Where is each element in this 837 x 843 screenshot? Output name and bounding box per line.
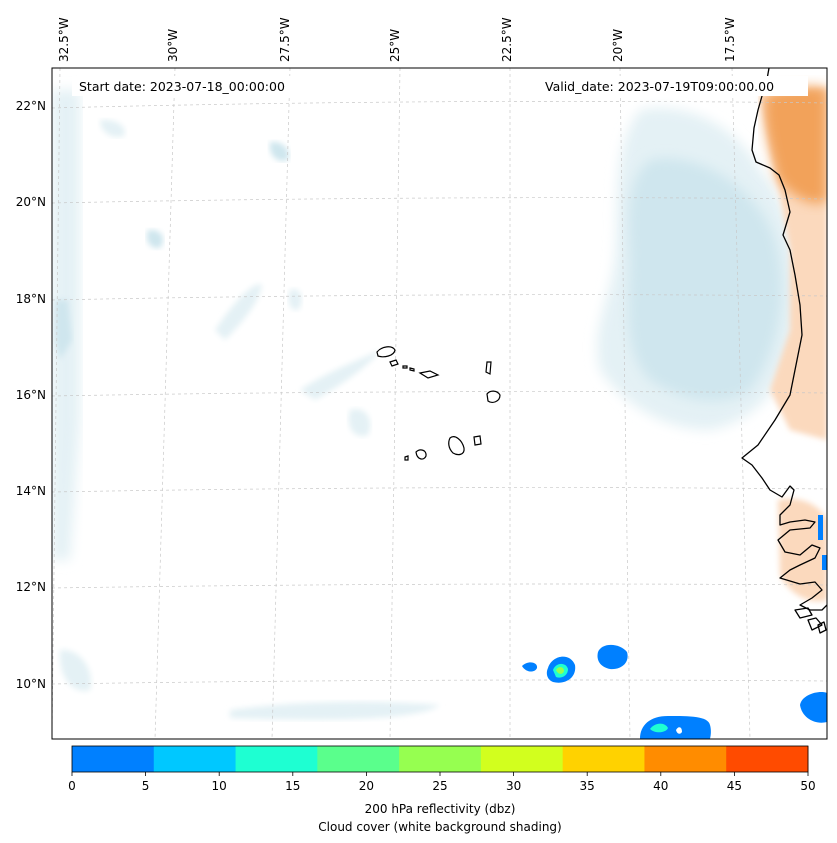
colorbar-swatch xyxy=(153,746,237,772)
colorbar-swatches xyxy=(72,746,809,772)
colorbar-tick-label: 50 xyxy=(800,779,815,793)
start-date-box xyxy=(72,76,317,96)
lon-label: 17.5°W xyxy=(723,17,737,62)
colorbar-sublabel: Cloud cover (white background shading) xyxy=(318,820,561,834)
island-fogo xyxy=(415,449,427,460)
graticule xyxy=(52,68,827,739)
land-tint-shading xyxy=(760,86,827,602)
colorbar-tick-label: 30 xyxy=(506,779,521,793)
island-santo-antao xyxy=(376,346,396,358)
colorbar-tick-label: 0 xyxy=(68,779,76,793)
coastline xyxy=(741,68,827,634)
island-santiago xyxy=(448,436,465,456)
valid-date-box xyxy=(538,76,808,96)
colorbar-swatch xyxy=(72,746,155,772)
lat-label: 20°N xyxy=(16,195,46,209)
lat-label: 18°N xyxy=(16,292,46,306)
lon-label: 30°W xyxy=(166,29,180,62)
colorbar-label: 200 hPa reflectivity (dbz) xyxy=(365,802,516,816)
map-frame xyxy=(51,67,828,740)
lat-label: 22°N xyxy=(16,99,46,113)
lon-label: 20°W xyxy=(611,29,625,62)
lon-label: 22.5°W xyxy=(500,17,514,62)
lat-label: 12°N xyxy=(16,580,46,594)
island-maio xyxy=(473,435,482,446)
island-boa-vista xyxy=(486,390,501,403)
start-date-label: Start date: 2023-07-18_00:00:00 xyxy=(79,79,285,94)
lon-label: 25°W xyxy=(388,29,402,62)
latitude-labels: 22°N 20°N 18°N 16°N 14°N 12°N 10°N xyxy=(16,99,46,691)
colorbar-tick-label: 20 xyxy=(359,779,374,793)
colorbar-tick-label: 15 xyxy=(285,779,300,793)
lat-label: 14°N xyxy=(16,484,46,498)
colorbar-tick-label: 5 xyxy=(142,779,150,793)
colorbar-swatch xyxy=(726,746,809,772)
colorbar-ticks: 0 5 10 15 20 25 30 35 40 45 50 xyxy=(68,772,816,793)
colorbar-tick-label: 25 xyxy=(432,779,447,793)
cloud-cover-shading xyxy=(52,90,800,720)
lon-label: 32.5°W xyxy=(57,17,71,62)
lon-label: 27.5°W xyxy=(278,17,292,62)
colorbar-swatch xyxy=(562,746,645,772)
island-sao-nicolau xyxy=(418,370,440,379)
colorbar-tick-label: 10 xyxy=(212,779,227,793)
longitude-labels: 32.5°W 30°W 27.5°W 25°W 22.5°W 20°W 17.5… xyxy=(57,17,737,62)
colorbar-tick-label: 45 xyxy=(727,779,742,793)
cape-verde-islands xyxy=(376,346,501,461)
colorbar-swatch xyxy=(480,746,564,772)
colorbar-swatch xyxy=(235,746,318,772)
lat-label: 16°N xyxy=(16,388,46,402)
colorbar-swatch xyxy=(644,746,727,772)
reflectivity-cell xyxy=(800,692,827,723)
island-sao-vicente xyxy=(389,359,399,367)
island-brava xyxy=(404,455,409,461)
valid-date-label: Valid_date: 2023-07-19T09:00:00.00 xyxy=(545,79,774,94)
colorbar-swatch xyxy=(399,746,482,772)
colorbar: 0 5 10 15 20 25 30 35 40 45 50 200 hPa reflectivit… xyxy=(68,745,816,834)
island-sal xyxy=(485,361,492,375)
reflectivity-cell xyxy=(640,716,711,739)
lat-label: 10°N xyxy=(16,677,46,691)
reflectivity-cell xyxy=(597,644,628,670)
colorbar-tick-label: 40 xyxy=(653,779,668,793)
colorbar-swatch xyxy=(317,746,400,772)
reflectivity-cell xyxy=(522,662,538,672)
colorbar-tick-label: 35 xyxy=(580,779,595,793)
reflectivity-cell xyxy=(818,515,823,540)
reflectivity-cells xyxy=(522,515,827,739)
